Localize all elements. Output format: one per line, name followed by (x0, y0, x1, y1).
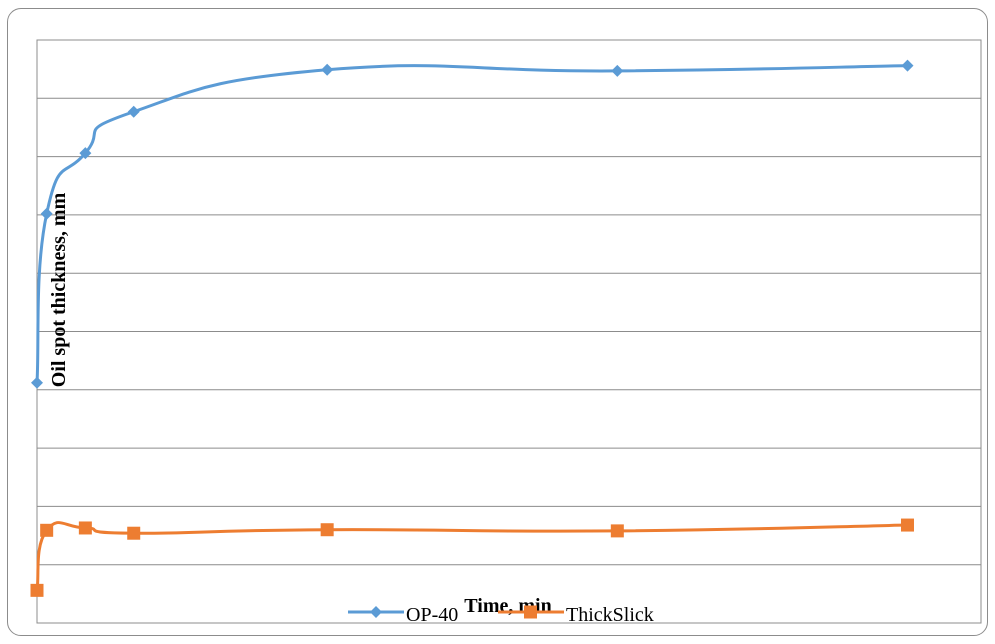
x-axis-title: Time, min (464, 595, 551, 617)
data-point-thickslick (610, 524, 624, 538)
legend-item-op-40: OP-40 (348, 604, 458, 626)
legend-marker-thickslick (524, 605, 537, 619)
data-point-thickslick (78, 521, 92, 535)
data-point-op-40 (321, 63, 334, 76)
data-point-op-40 (901, 59, 914, 72)
data-point-thickslick (127, 526, 141, 540)
data-point-op-40 (40, 207, 53, 220)
legend-marker-op-40 (370, 606, 382, 618)
data-point-thickslick (40, 523, 54, 537)
data-point-op-40 (127, 105, 140, 118)
gridlines (37, 97, 981, 566)
data-point-op-40 (79, 147, 92, 160)
y-axis-title: Oil spot thickness, mm (48, 192, 70, 387)
data-point-op-40 (611, 64, 624, 77)
series-layer (30, 59, 914, 597)
legend-item-thickslick: ThickSlick (498, 604, 654, 626)
legend-label-op-40: OP-40 (406, 604, 458, 626)
legend: OP-40 ThickSlick (348, 604, 654, 626)
data-point-thickslick (30, 583, 44, 597)
data-point-thickslick (900, 518, 914, 532)
data-point-thickslick (320, 523, 334, 537)
series-line-op-40 (35, 64, 908, 383)
legend-label-thickslick: ThickSlick (566, 604, 654, 626)
series-line-thickslick (35, 521, 908, 591)
data-point-op-40 (31, 376, 43, 389)
